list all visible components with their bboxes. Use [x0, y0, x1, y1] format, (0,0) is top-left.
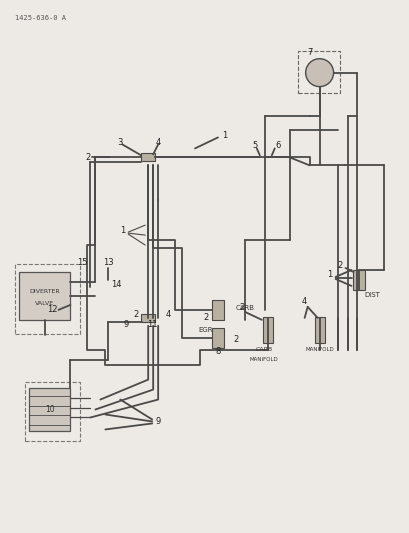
Bar: [141, 314, 155, 322]
Bar: [297, 51, 339, 93]
Text: 2: 2: [85, 153, 91, 162]
Bar: [211, 328, 223, 348]
Text: 6: 6: [274, 141, 280, 150]
Bar: [141, 154, 155, 161]
Bar: [211, 300, 223, 320]
Text: 4: 4: [165, 310, 170, 319]
Text: DIST: DIST: [364, 292, 380, 298]
Bar: [314, 317, 324, 343]
Bar: [25, 382, 80, 441]
Text: 8: 8: [215, 347, 220, 356]
Bar: [18, 272, 70, 320]
Bar: [15, 264, 80, 334]
Bar: [353, 270, 364, 290]
Text: 4: 4: [301, 297, 306, 306]
Text: 5: 5: [252, 141, 257, 150]
Text: 10: 10: [45, 405, 54, 414]
Bar: [262, 317, 272, 343]
Text: 2: 2: [336, 261, 342, 270]
Text: 1: 1: [222, 131, 227, 140]
Text: 11: 11: [146, 320, 157, 329]
Text: 2: 2: [203, 313, 208, 322]
Text: 1: 1: [119, 225, 125, 235]
Text: MANIFOLD: MANIFOLD: [249, 357, 277, 362]
Text: 2: 2: [133, 310, 139, 319]
Text: 2: 2: [239, 303, 244, 312]
Text: 9: 9: [155, 417, 160, 426]
Text: 3: 3: [117, 138, 123, 147]
Text: 4: 4: [155, 138, 160, 147]
Text: 1425-636-0 A: 1425-636-0 A: [15, 15, 65, 21]
Text: MANIFOLD: MANIFOLD: [304, 347, 333, 352]
Text: 7: 7: [306, 48, 312, 57]
Bar: [29, 387, 70, 431]
Text: CARB: CARB: [255, 347, 272, 352]
Text: 13: 13: [103, 257, 113, 266]
Text: 12: 12: [47, 305, 58, 314]
Text: 2: 2: [233, 335, 238, 344]
Text: 14: 14: [111, 280, 121, 289]
Text: 15: 15: [77, 257, 88, 266]
Text: EGR: EGR: [198, 327, 212, 333]
Text: DIVERTER: DIVERTER: [29, 289, 60, 294]
Text: VALVE: VALVE: [35, 301, 54, 306]
Text: CARB: CARB: [235, 305, 254, 311]
Text: 9: 9: [124, 320, 128, 329]
Text: 1: 1: [326, 270, 331, 279]
Circle shape: [305, 59, 333, 86]
